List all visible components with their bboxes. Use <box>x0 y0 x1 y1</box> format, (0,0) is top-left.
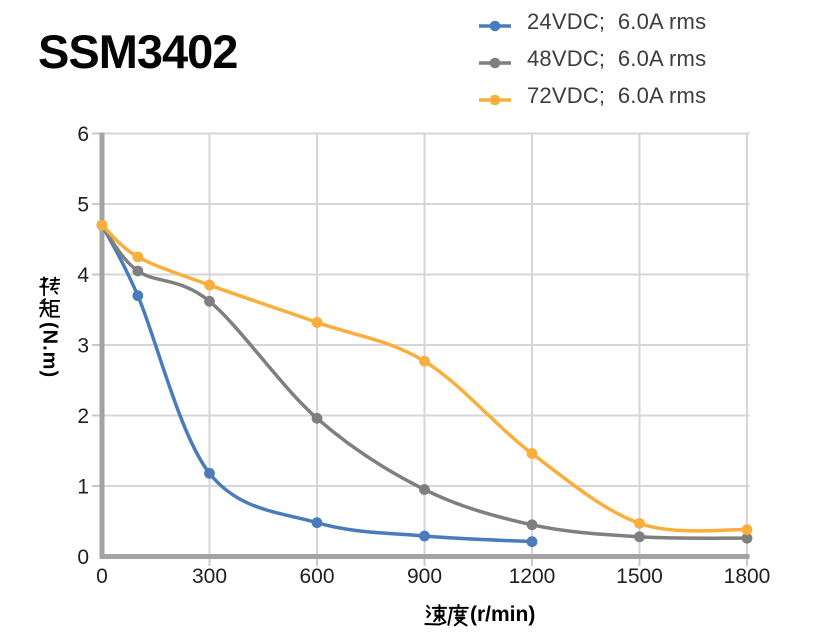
data-point-24vdc <box>311 517 323 529</box>
line-dot-marker-icon <box>479 20 511 32</box>
hanzi-char-icon <box>424 603 447 625</box>
x-tick-label: 1200 <box>509 565 556 588</box>
data-point-48vdc <box>741 532 753 544</box>
data-point-24vdc <box>132 290 144 302</box>
legend-label-48vdc: 48VDC; 6.0A rms <box>527 46 707 71</box>
data-point-72vdc <box>311 317 323 328</box>
y-tick-label: 0 <box>77 546 89 569</box>
series-line-48vdc <box>100 223 749 540</box>
data-point-48vdc <box>204 295 215 307</box>
y-tick-label: 6 <box>77 123 89 146</box>
data-point-48vdc <box>419 484 430 495</box>
data-point-48vdc <box>634 531 645 543</box>
line-dot-marker-icon <box>479 94 511 106</box>
x-tick-label: 600 <box>299 565 334 588</box>
series-line-72vdc <box>100 223 749 533</box>
data-point-48vdc <box>526 519 538 531</box>
data-point-48vdc <box>311 412 323 424</box>
data-point-72vdc <box>204 279 215 291</box>
x-tick-label: 1800 <box>724 565 771 588</box>
hanzi-char-icon <box>38 276 60 297</box>
legend-item-72vdc: 72VDC; 6.0A rms <box>478 82 706 110</box>
x-axis-title: (r/min) <box>424 603 535 627</box>
axis-title-text: (r/min) <box>470 603 536 626</box>
line-dot-marker-icon <box>479 57 511 69</box>
legend-item-48vdc: 48VDC; 6.0A rms <box>478 45 706 73</box>
data-point-24vdc <box>419 530 430 542</box>
hanzi-char-icon <box>447 603 469 626</box>
page-title: SSM3402 <box>38 25 238 78</box>
axis-title-text: (N.m) <box>38 322 61 379</box>
y-tick-label: 3 <box>77 335 89 358</box>
x-tick-label: 900 <box>407 565 442 588</box>
y-tick-label: 5 <box>77 194 89 217</box>
data-point-48vdc <box>132 265 144 277</box>
legend-label-72vdc: 72VDC; 6.0A rms <box>527 83 707 108</box>
data-point-72vdc <box>419 355 430 367</box>
y-tick-label: 2 <box>77 405 89 428</box>
x-tick-label: 1500 <box>616 565 663 588</box>
y-axis-title: (N.m) <box>36 276 62 378</box>
data-point-72vdc <box>526 448 538 459</box>
y-tick-label: 1 <box>77 476 89 499</box>
hanzi-char-icon <box>38 298 60 318</box>
legend: 24VDC; 6.0A rms 48VDC; 6.0A rms 72VDC; 6… <box>478 8 706 119</box>
data-point-72vdc <box>132 251 144 263</box>
y-tick-label: 4 <box>77 264 89 287</box>
legend-item-24vdc: 24VDC; 6.0A rms <box>478 8 706 36</box>
data-point-24vdc <box>204 467 215 479</box>
legend-label-24vdc: 24VDC; 6.0A rms <box>527 9 707 34</box>
data-point-72vdc <box>96 219 108 231</box>
data-point-24vdc <box>526 536 538 548</box>
x-tick-label: 0 <box>96 565 108 588</box>
data-point-72vdc <box>741 524 753 536</box>
x-tick-label: 300 <box>192 565 227 588</box>
data-point-72vdc <box>634 517 645 529</box>
